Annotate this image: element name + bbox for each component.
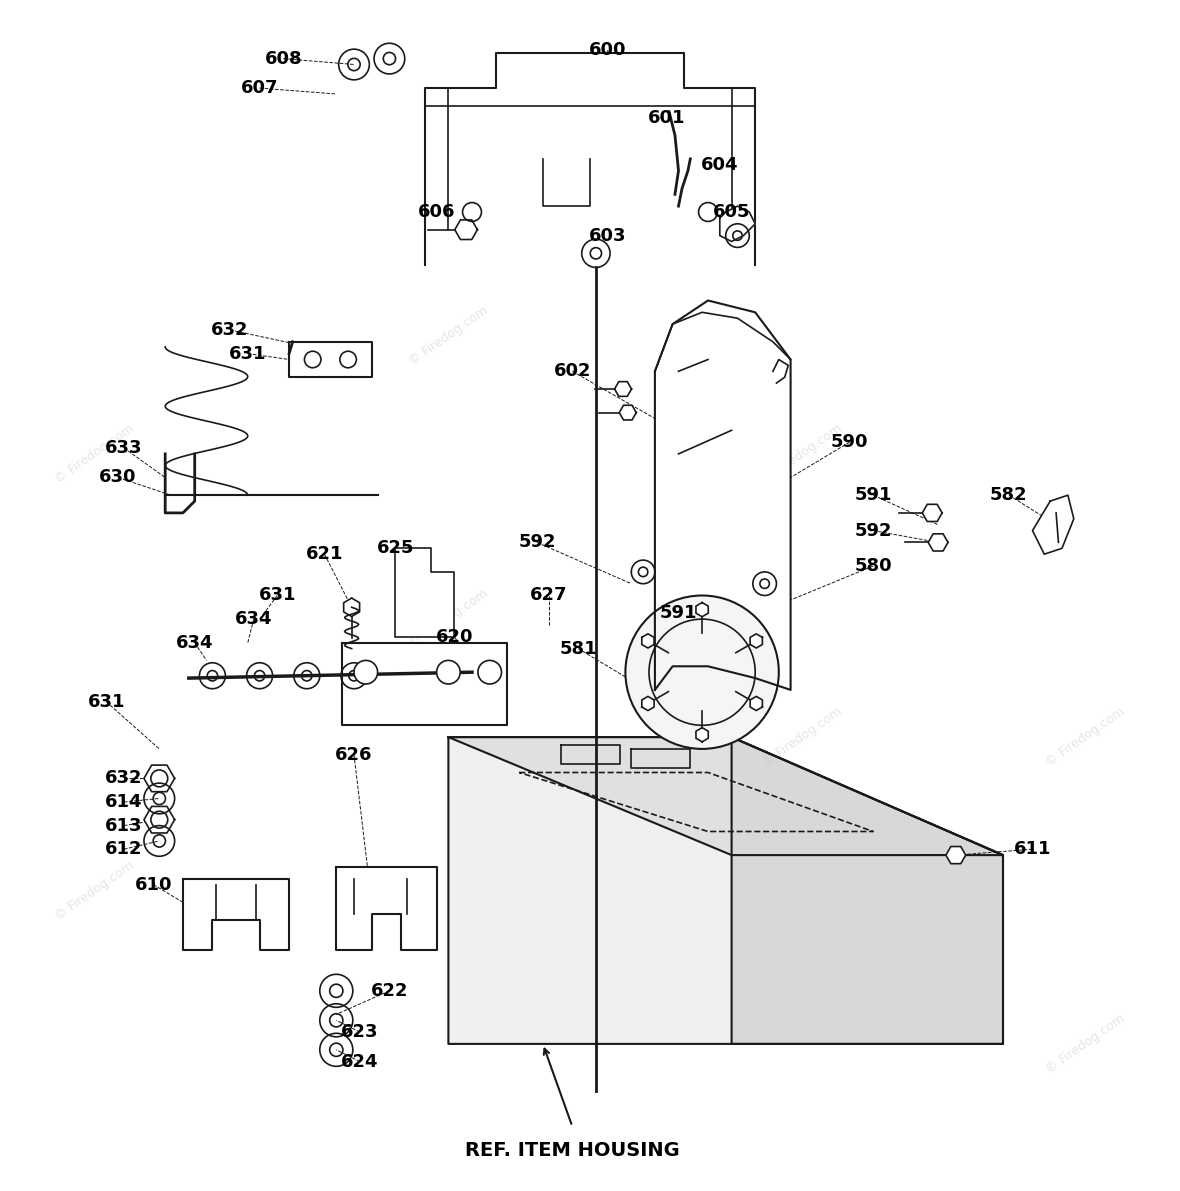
Text: 592: 592 bbox=[854, 522, 892, 540]
Text: 622: 622 bbox=[371, 981, 408, 999]
Text: 625: 625 bbox=[376, 540, 414, 557]
Polygon shape bbox=[395, 548, 454, 637]
Text: 627: 627 bbox=[530, 586, 568, 605]
Circle shape bbox=[625, 596, 779, 749]
Text: 610: 610 bbox=[135, 875, 172, 893]
Text: 591: 591 bbox=[660, 604, 697, 622]
Text: 611: 611 bbox=[1014, 840, 1051, 859]
Circle shape bbox=[340, 351, 356, 368]
Polygon shape bbox=[336, 867, 437, 949]
Polygon shape bbox=[615, 381, 631, 397]
Text: 621: 621 bbox=[306, 545, 343, 563]
Text: 612: 612 bbox=[105, 840, 143, 859]
Polygon shape bbox=[732, 737, 1003, 1043]
Polygon shape bbox=[642, 634, 654, 648]
Circle shape bbox=[354, 660, 378, 684]
Polygon shape bbox=[454, 220, 478, 239]
Polygon shape bbox=[448, 737, 1003, 1043]
Text: © Firedog.com: © Firedog.com bbox=[760, 422, 845, 486]
Text: 607: 607 bbox=[241, 79, 278, 98]
Text: 631: 631 bbox=[229, 344, 267, 362]
Text: 632: 632 bbox=[211, 322, 249, 339]
Text: 634: 634 bbox=[235, 610, 273, 628]
Polygon shape bbox=[642, 697, 654, 711]
Text: 603: 603 bbox=[589, 226, 627, 244]
Polygon shape bbox=[425, 52, 755, 266]
Text: 592: 592 bbox=[518, 534, 556, 551]
Text: 590: 590 bbox=[831, 434, 868, 451]
Text: 634: 634 bbox=[176, 634, 214, 651]
Text: 624: 624 bbox=[341, 1053, 379, 1071]
Text: 591: 591 bbox=[854, 486, 892, 504]
Text: 631: 631 bbox=[258, 586, 296, 605]
Text: 582: 582 bbox=[990, 486, 1028, 504]
Text: © Firedog.com: © Firedog.com bbox=[52, 859, 137, 923]
Text: REF. ITEM HOUSING: REF. ITEM HOUSING bbox=[465, 1141, 680, 1160]
Text: © Firedog.com: © Firedog.com bbox=[406, 587, 491, 651]
Circle shape bbox=[437, 660, 460, 684]
Polygon shape bbox=[946, 847, 965, 863]
Text: © Firedog.com: © Firedog.com bbox=[1043, 1012, 1128, 1075]
Text: 613: 613 bbox=[105, 817, 143, 835]
Text: 632: 632 bbox=[105, 769, 143, 787]
Polygon shape bbox=[620, 405, 636, 420]
Text: 620: 620 bbox=[435, 628, 473, 646]
Text: 602: 602 bbox=[553, 362, 591, 380]
Polygon shape bbox=[929, 534, 948, 551]
Text: 605: 605 bbox=[713, 202, 750, 222]
Polygon shape bbox=[289, 342, 372, 378]
Text: 623: 623 bbox=[341, 1023, 379, 1041]
Text: © Firedog.com: © Firedog.com bbox=[406, 304, 491, 368]
Polygon shape bbox=[655, 300, 791, 690]
Polygon shape bbox=[448, 737, 1003, 855]
Text: 626: 626 bbox=[335, 746, 373, 763]
Text: 604: 604 bbox=[701, 156, 739, 174]
Polygon shape bbox=[923, 504, 942, 522]
Text: 631: 631 bbox=[87, 693, 125, 711]
Polygon shape bbox=[343, 598, 360, 617]
Polygon shape bbox=[696, 603, 708, 617]
Text: 630: 630 bbox=[99, 468, 137, 486]
Text: 614: 614 bbox=[105, 793, 143, 811]
Polygon shape bbox=[144, 765, 175, 792]
Text: 601: 601 bbox=[648, 108, 686, 126]
Text: 581: 581 bbox=[559, 640, 597, 657]
Text: 608: 608 bbox=[264, 50, 302, 68]
Polygon shape bbox=[342, 643, 507, 725]
Polygon shape bbox=[183, 879, 289, 949]
Text: © Firedog.com: © Firedog.com bbox=[52, 422, 137, 486]
Text: © Firedog.com: © Firedog.com bbox=[760, 705, 845, 769]
Polygon shape bbox=[144, 806, 175, 833]
Polygon shape bbox=[696, 728, 708, 742]
Text: 600: 600 bbox=[589, 42, 627, 60]
Text: 580: 580 bbox=[854, 557, 892, 575]
Text: 633: 633 bbox=[105, 439, 143, 457]
Text: 606: 606 bbox=[418, 202, 455, 222]
Circle shape bbox=[478, 660, 502, 684]
Polygon shape bbox=[1032, 495, 1074, 554]
Polygon shape bbox=[750, 697, 762, 711]
Polygon shape bbox=[720, 206, 755, 242]
Circle shape bbox=[304, 351, 321, 368]
Polygon shape bbox=[750, 634, 762, 648]
Text: © Firedog.com: © Firedog.com bbox=[1043, 705, 1128, 769]
